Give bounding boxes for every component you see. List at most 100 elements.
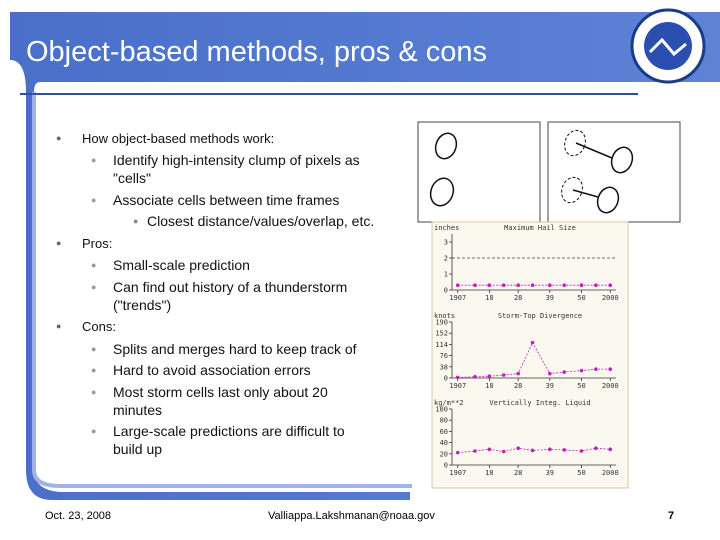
- y-tick-label: 1: [444, 271, 448, 279]
- y-tick-label: 152: [435, 330, 448, 338]
- trend-point: [594, 283, 598, 288]
- cell: [429, 177, 455, 207]
- trend-point: [487, 447, 492, 452]
- chart-title: Vertically Integ. Liquid: [489, 399, 590, 407]
- bullet-text: Hard to avoid association errors: [113, 362, 311, 378]
- trend-point: [455, 450, 460, 455]
- trend-point: [548, 283, 552, 288]
- trend-point: [594, 367, 598, 371]
- title-rule: [20, 93, 638, 95]
- bullet-item: ● Hard to avoid association errors: [91, 361, 373, 379]
- trend-point: [473, 375, 477, 379]
- x-tick-label: 28: [514, 469, 522, 477]
- cell: [596, 186, 620, 214]
- x-tick-label: 18: [485, 382, 493, 390]
- bullet-item: ● Small-scale prediction: [91, 256, 373, 274]
- chart-title: Storm-Top Divergence: [498, 312, 582, 320]
- x-tick-label: 39: [546, 469, 554, 477]
- page-number: 7: [668, 510, 675, 522]
- bullet-marker: ●: [91, 194, 97, 205]
- y-tick-label: 60: [440, 428, 448, 436]
- trend-point: [579, 283, 584, 288]
- bullet-marker: ●: [91, 155, 97, 165]
- trend-point: [579, 449, 584, 453]
- y-tick-label: 38: [440, 363, 448, 371]
- trend-point: [487, 374, 492, 379]
- trend-point: [579, 368, 584, 373]
- trend-point: [516, 446, 520, 451]
- bullet-item: ● Can find out history of a thunderstorm …: [91, 278, 373, 314]
- bullet-text: Pros:: [82, 235, 113, 251]
- slide-title: Object-based methods, pros & cons: [26, 36, 488, 68]
- y-tick-label: 40: [440, 439, 448, 447]
- bullet-marker: ●: [91, 426, 97, 436]
- y-tick-label: 190: [435, 319, 448, 327]
- bullet-list: ● How object-based methods work: ● Identify…: [0, 125, 420, 458]
- x-tick-label: 50: [577, 469, 585, 477]
- cell-prev: [561, 176, 583, 204]
- y-axis-label: knots: [434, 312, 455, 320]
- trend-point: [455, 375, 460, 380]
- y-tick-label: 0: [444, 287, 448, 295]
- y-tick-label: 80: [440, 417, 448, 425]
- bullet-text: Most storm cells last only about 20 minu…: [113, 383, 328, 418]
- bullet-item: ● How object-based methods work: ● Identify…: [56, 129, 402, 231]
- trend-line: [457, 447, 611, 454]
- cell: [610, 146, 634, 174]
- x-tick-label: 2000: [602, 382, 619, 390]
- bullet-text: How object-based methods work:: [82, 130, 275, 146]
- bullet-item: ● Identify high-intensity clump of pixels…: [91, 151, 373, 187]
- bullet-marker: ●: [91, 260, 97, 270]
- trend-point: [530, 283, 535, 288]
- trend-point: [594, 446, 598, 451]
- frame-edge: [32, 92, 412, 488]
- trend-point: [501, 449, 506, 454]
- y-tick-label: 3: [444, 239, 448, 247]
- trend-point: [516, 283, 520, 288]
- bullet-marker: ●: [133, 216, 139, 226]
- trend-point: [473, 283, 477, 288]
- x-tick-label: 18: [485, 469, 493, 477]
- y-tick-label: 20: [440, 450, 448, 458]
- y-axis-label: kg/m**2: [434, 399, 464, 407]
- trend-point: [487, 283, 492, 288]
- x-tick-label: 39: [546, 294, 554, 302]
- trend-point: [516, 371, 520, 376]
- x-tick-label: 50: [577, 294, 585, 302]
- bullet-text: Closest distance/values/overlap, etc.: [147, 213, 375, 229]
- footer-email: Valliappa.Lakshmanan@noaa.gov: [268, 510, 435, 522]
- trend-panel: [431, 221, 629, 489]
- trend-charts: Maximum Hail Size inches 0 1 2 3 1907 18 28 39 50 2…: [434, 224, 619, 477]
- bullet-item: ● Most storm cells last only about 20 min…: [91, 383, 373, 419]
- trend-point: [562, 370, 567, 374]
- bullet-marker: ●: [91, 281, 97, 292]
- bullet-item: ● Cons: ● Splits and merges hard to keep tr…: [56, 317, 402, 458]
- footer-date: Oct. 23, 2008: [45, 510, 112, 522]
- frame-t2: [547, 121, 681, 223]
- y-tick-label: 0: [444, 375, 448, 383]
- bullet-marker: ●: [56, 237, 62, 248]
- bullet-text: Associate cells between time frames: [113, 191, 340, 208]
- bullet-marker: ●: [56, 321, 62, 331]
- y-tick-label: 114: [435, 341, 448, 349]
- x-tick-label: 2000: [602, 294, 619, 302]
- trend-point: [455, 283, 460, 288]
- x-tick-label: 28: [514, 294, 522, 302]
- y-axis-label: inches: [434, 224, 459, 232]
- trend-point: [608, 447, 613, 452]
- trend-point: [562, 448, 567, 452]
- bullet-item: ● Large-scale predictions are difficult t…: [91, 422, 373, 458]
- trend-point: [530, 448, 535, 453]
- bullet-text: Can find out history of a thunderstorm (…: [113, 278, 348, 313]
- x-tick-label: 39: [546, 382, 554, 390]
- trend-point: [473, 449, 477, 453]
- trend-point: [548, 371, 552, 376]
- bullet-item: ● Associate cells between time frames ● Clo…: [91, 191, 374, 231]
- trend-point: [608, 283, 613, 288]
- y-tick-label: 76: [440, 352, 448, 360]
- y-tick-label: 100: [435, 406, 448, 414]
- bullet-item: ● Splits and merges hard to keep track of: [91, 340, 373, 358]
- trend-point: [562, 283, 567, 288]
- bullet-item: ● Closest distance/values/overlap, etc.: [133, 212, 407, 230]
